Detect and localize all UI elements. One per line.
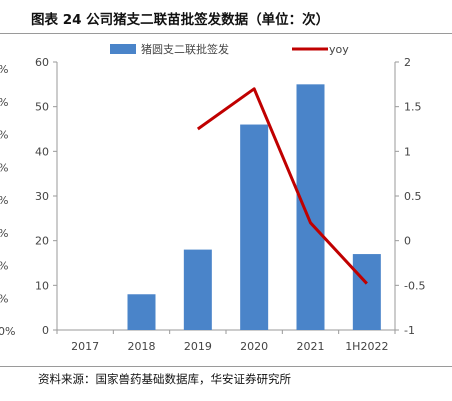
- y-left-tick-label: 60: [35, 56, 49, 69]
- yoy-line: [196, 87, 368, 285]
- x-tick-label: 2021: [297, 340, 325, 353]
- legend-bar-label: 猪圆支二联批签发: [141, 42, 229, 56]
- y-right-tick-label: 0.5: [404, 190, 422, 203]
- y-left-tick-label: 30: [35, 190, 49, 203]
- y-right-tick-label: -1: [404, 324, 415, 337]
- cut-off-axis-labels: %%%%%%%% 0%: [0, 63, 15, 338]
- cut-label: %: [0, 161, 8, 174]
- combo-chart: %%%%%%%% 0% 0 10 20 30 40 50 60 -1 -0.5 0 0.5 1 1.5 2 2…: [0, 42, 425, 353]
- cut-label: %: [0, 260, 8, 273]
- line-series: [196, 87, 368, 285]
- cut-label: %: [0, 194, 8, 207]
- chart-title: 图表 24 公司猪支二联苗批签发数据（单位：次）: [31, 12, 330, 28]
- y-right-tick-label: 1.5: [404, 101, 422, 114]
- source-note: 资料来源：国家兽药基础数据库，华安证券研究所: [38, 372, 291, 386]
- bar: [240, 124, 269, 331]
- bar: [183, 249, 212, 330]
- source-divider: [0, 366, 452, 367]
- y-left-tick-label: 0: [42, 324, 49, 337]
- legend-bar-swatch: [110, 44, 136, 54]
- y-right-tick-label: 2: [404, 56, 411, 69]
- x-tick-label: 1H2022: [345, 340, 388, 353]
- y-left-tick-label: 10: [35, 279, 49, 292]
- bar-series: [127, 84, 381, 331]
- x-tick-label: 2017: [71, 340, 99, 353]
- y-right-tick-label: -0.5: [404, 279, 425, 292]
- bar: [352, 254, 381, 330]
- chart-axes: 0 10 20 30 40 50 60 -1 -0.5 0 0.5 1 1.5 2 2017 2018 2019…: [35, 56, 425, 353]
- y-right-tick-label: 0: [404, 235, 411, 248]
- title-divider: [0, 33, 452, 34]
- x-tick-label: 2019: [184, 340, 212, 353]
- bar: [296, 84, 325, 330]
- x-tick-label: 2020: [240, 340, 268, 353]
- cut-label: %: [0, 227, 8, 240]
- y-right-tick-label: 1: [404, 145, 411, 158]
- cut-label: %: [0, 292, 8, 305]
- bar: [127, 294, 156, 330]
- y-left-tick-label: 20: [35, 235, 49, 248]
- cut-label: %: [0, 129, 8, 142]
- legend: 猪圆支二联批签发 yoy: [110, 42, 349, 56]
- cut-label: %: [0, 63, 8, 76]
- legend-line-label: yoy: [329, 43, 349, 56]
- x-tick-label: 2018: [128, 340, 156, 353]
- cut-label: 0%: [0, 325, 15, 338]
- y-left-tick-label: 50: [35, 101, 49, 114]
- cut-label: %: [0, 96, 8, 109]
- y-left-tick-label: 40: [35, 145, 49, 158]
